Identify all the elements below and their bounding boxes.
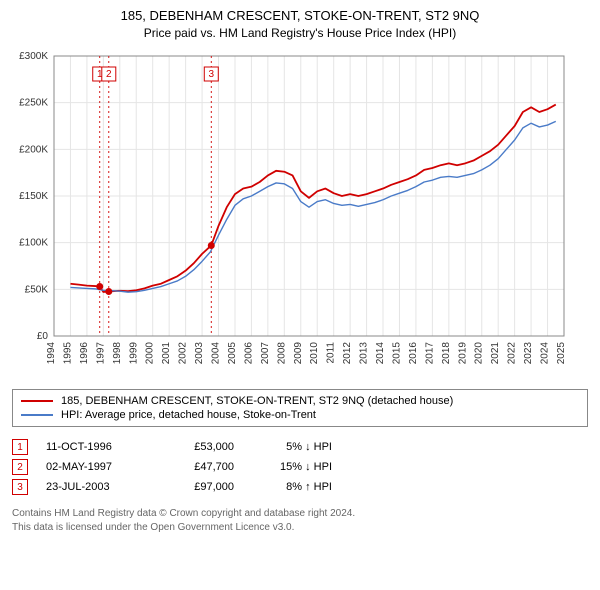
svg-text:£100K: £100K xyxy=(19,238,48,249)
footer-line: This data is licensed under the Open Gov… xyxy=(12,521,588,535)
svg-text:£300K: £300K xyxy=(19,51,48,62)
page-subtitle: Price paid vs. HM Land Registry's House … xyxy=(12,26,588,40)
transaction-row: 2 02-MAY-1997 £47,700 15% ↓ HPI xyxy=(12,457,588,477)
transaction-date: 11-OCT-1996 xyxy=(46,441,146,453)
legend-item: 185, DEBENHAM CRESCENT, STOKE-ON-TRENT, … xyxy=(21,394,579,408)
svg-text:2015: 2015 xyxy=(391,342,402,365)
svg-text:3: 3 xyxy=(208,69,214,80)
transaction-price: £97,000 xyxy=(164,481,234,493)
svg-text:2000: 2000 xyxy=(145,342,156,365)
legend-label: 185, DEBENHAM CRESCENT, STOKE-ON-TRENT, … xyxy=(61,395,453,407)
transaction-marker: 1 xyxy=(12,439,28,455)
svg-text:2007: 2007 xyxy=(260,342,271,365)
svg-text:2009: 2009 xyxy=(293,342,304,365)
svg-text:1996: 1996 xyxy=(79,342,90,365)
svg-text:1995: 1995 xyxy=(62,342,73,365)
svg-text:2014: 2014 xyxy=(375,342,386,365)
svg-text:2025: 2025 xyxy=(556,342,567,365)
svg-text:2020: 2020 xyxy=(474,342,485,365)
svg-text:2019: 2019 xyxy=(457,342,468,365)
transaction-price: £47,700 xyxy=(164,461,234,473)
svg-text:£250K: £250K xyxy=(19,98,48,109)
legend-swatch xyxy=(21,414,53,416)
legend-label: HPI: Average price, detached house, Stok… xyxy=(61,409,316,421)
transaction-delta: 8% ↑ HPI xyxy=(252,481,332,493)
svg-text:2: 2 xyxy=(106,69,112,80)
svg-text:2010: 2010 xyxy=(309,342,320,365)
transaction-row: 3 23-JUL-2003 £97,000 8% ↑ HPI xyxy=(12,477,588,497)
price-chart: £0 £50K £100K £150K £200K £250K £300K 1994 1995 1… xyxy=(12,46,588,381)
svg-text:2001: 2001 xyxy=(161,342,172,365)
svg-text:1994: 1994 xyxy=(46,342,57,365)
svg-text:2003: 2003 xyxy=(194,342,205,365)
transaction-date: 02-MAY-1997 xyxy=(46,461,146,473)
svg-text:2006: 2006 xyxy=(243,342,254,365)
svg-text:£50K: £50K xyxy=(25,284,49,295)
svg-text:2004: 2004 xyxy=(211,342,222,365)
transaction-price: £53,000 xyxy=(164,441,234,453)
svg-text:1997: 1997 xyxy=(95,342,106,365)
transaction-date: 23-JUL-2003 xyxy=(46,481,146,493)
svg-text:2022: 2022 xyxy=(507,342,518,365)
page-title: 185, DEBENHAM CRESCENT, STOKE-ON-TRENT, … xyxy=(12,8,588,23)
svg-text:2017: 2017 xyxy=(424,342,435,365)
svg-text:2013: 2013 xyxy=(359,342,370,365)
svg-text:1999: 1999 xyxy=(128,342,139,365)
svg-text:2016: 2016 xyxy=(408,342,419,365)
svg-text:2011: 2011 xyxy=(326,342,337,364)
svg-text:£150K: £150K xyxy=(19,191,48,202)
svg-text:£200K: £200K xyxy=(19,144,48,155)
svg-text:2008: 2008 xyxy=(276,342,287,365)
legend: 185, DEBENHAM CRESCENT, STOKE-ON-TRENT, … xyxy=(12,389,588,427)
svg-text:2005: 2005 xyxy=(227,342,238,365)
svg-text:2012: 2012 xyxy=(342,342,353,365)
svg-text:2018: 2018 xyxy=(441,342,452,365)
svg-text:2023: 2023 xyxy=(523,342,534,365)
transaction-row: 1 11-OCT-1996 £53,000 5% ↓ HPI xyxy=(12,437,588,457)
svg-text:£0: £0 xyxy=(37,331,49,342)
transaction-marker: 3 xyxy=(12,479,28,495)
svg-text:2021: 2021 xyxy=(490,342,501,365)
svg-text:2024: 2024 xyxy=(540,342,551,365)
transaction-delta: 15% ↓ HPI xyxy=(252,461,332,473)
svg-text:1998: 1998 xyxy=(112,342,123,365)
footer-line: Contains HM Land Registry data © Crown c… xyxy=(12,507,588,521)
svg-text:2002: 2002 xyxy=(178,342,189,365)
legend-swatch xyxy=(21,400,53,402)
footer: Contains HM Land Registry data © Crown c… xyxy=(12,507,588,534)
transaction-marker: 2 xyxy=(12,459,28,475)
transaction-delta: 5% ↓ HPI xyxy=(252,441,332,453)
transactions-table: 1 11-OCT-1996 £53,000 5% ↓ HPI 2 02-MAY-1997 £… xyxy=(12,437,588,497)
legend-item: HPI: Average price, detached house, Stok… xyxy=(21,408,579,422)
